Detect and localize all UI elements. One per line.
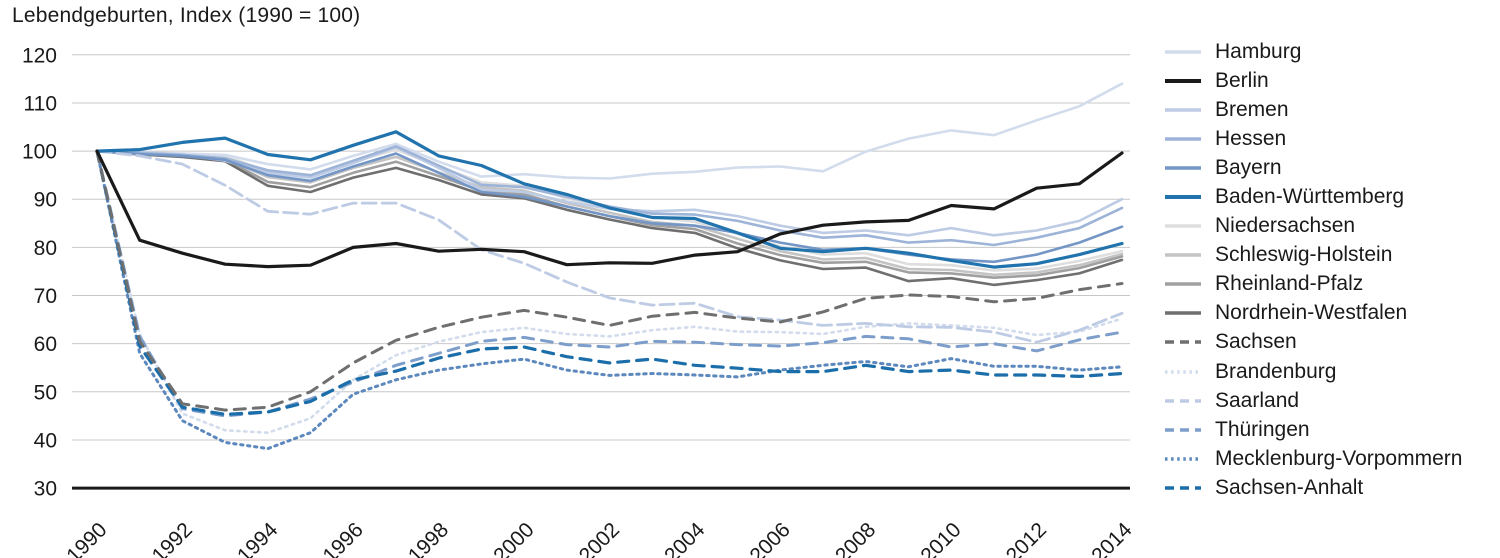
series-line-sachsen-anhalt bbox=[95, 149, 1124, 416]
legend-label: Nordrhein-Westfalen bbox=[1215, 301, 1408, 325]
series-line-nordrhein-westfalen bbox=[95, 149, 1124, 287]
legend-label: Rheinland-Pfalz bbox=[1215, 272, 1364, 296]
legend-item-bremen: Bremen bbox=[1164, 95, 1462, 124]
x-tick-label: 2000 bbox=[489, 518, 538, 558]
legend-swatch-niedersachsen bbox=[1165, 224, 1201, 228]
legend-swatch-hessen bbox=[1165, 137, 1201, 141]
legend-item-nordrhein-westfalen: Nordrhein-Westfalen bbox=[1164, 299, 1462, 328]
legend-label: Saarland bbox=[1215, 388, 1300, 412]
y-tick-label: 40 bbox=[34, 429, 57, 452]
legend-swatch-schleswig-holstein bbox=[1165, 253, 1201, 257]
y-tick-label: 110 bbox=[24, 92, 57, 115]
x-tick-label: 2010 bbox=[916, 518, 965, 558]
legend-swatch-hamburg bbox=[1165, 49, 1201, 54]
series-line-schleswig-holstein bbox=[95, 149, 1124, 277]
x-tick-label: 2002 bbox=[575, 518, 624, 558]
legend-item-saarland: Saarland bbox=[1164, 386, 1462, 415]
legend-item-schleswig-holstein: Schleswig-Holstein bbox=[1164, 241, 1462, 270]
x-tick-label: 1992 bbox=[148, 518, 197, 558]
legend-label: Berlin bbox=[1215, 68, 1269, 92]
legend-swatch-mecklenburg-vorpommern bbox=[1165, 457, 1201, 461]
legend-swatch-berlin bbox=[1165, 78, 1201, 83]
legend-item-sachsen-anhalt: Sachsen-Anhalt bbox=[1164, 473, 1462, 502]
legend-item-berlin: Berlin bbox=[1164, 66, 1462, 95]
legend-swatch-sachsen bbox=[1165, 340, 1201, 345]
x-tick-label: 2008 bbox=[831, 518, 880, 558]
y-tick-label: 90 bbox=[34, 189, 57, 212]
x-tick-label: 2004 bbox=[660, 518, 710, 558]
legend-label: Niedersachsen bbox=[1215, 214, 1356, 238]
legend-label: Mecklenburg-Vorpommern bbox=[1215, 446, 1463, 470]
chart-title: Lebendgeburten, Index (1990 = 100) bbox=[12, 4, 361, 27]
series-line-berlin bbox=[95, 149, 1124, 269]
series-line-baden-wurttemberg bbox=[95, 130, 1124, 269]
series-line-saarland bbox=[95, 149, 1124, 344]
legend-label: Thüringen bbox=[1215, 417, 1310, 441]
y-tick-label: 100 bbox=[22, 141, 57, 164]
legend-swatch-baden-wurttemberg bbox=[1165, 195, 1201, 200]
legend-item-thuringen: Thüringen bbox=[1164, 415, 1462, 444]
y-tick-label: 120 bbox=[22, 44, 57, 67]
series-line-sachsen bbox=[95, 149, 1124, 412]
series-line-brandenburg bbox=[95, 149, 1124, 435]
legend-label: Bayern bbox=[1215, 155, 1282, 179]
legend-swatch-sachsen-anhalt bbox=[1165, 486, 1201, 490]
legend-label: Hessen bbox=[1215, 126, 1287, 150]
y-tick-label: 50 bbox=[34, 381, 57, 404]
legend-swatch-saarland bbox=[1165, 398, 1201, 403]
series-line-mecklenburg-vorpommern bbox=[95, 149, 1124, 451]
legend-item-niedersachsen: Niedersachsen bbox=[1164, 212, 1462, 241]
legend-swatch-bayern bbox=[1165, 166, 1201, 170]
x-tick-label: 2012 bbox=[1002, 518, 1051, 558]
legend-swatch-rheinland-pfalz bbox=[1165, 282, 1201, 286]
legend-item-bayern: Bayern bbox=[1164, 153, 1462, 182]
legend-item-mecklenburg-vorpommern: Mecklenburg-Vorpommern bbox=[1164, 444, 1462, 473]
legend-label: Sachsen-Anhalt bbox=[1215, 475, 1364, 499]
y-tick-label: 80 bbox=[34, 237, 57, 260]
legend-swatch-nordrhein-westfalen bbox=[1165, 311, 1201, 316]
x-tick-label: 1994 bbox=[233, 518, 283, 558]
legend-item-hessen: Hessen bbox=[1164, 124, 1462, 153]
y-tick-label: 70 bbox=[34, 285, 57, 308]
legend-item-rheinland-pfalz: Rheinland-Pfalz bbox=[1164, 270, 1462, 299]
legend-item-brandenburg: Brandenburg bbox=[1164, 357, 1462, 386]
x-tick-label: 1996 bbox=[318, 518, 367, 558]
legend-label: Bremen bbox=[1215, 97, 1289, 121]
series-line-hamburg bbox=[95, 82, 1124, 180]
x-tick-label: 1990 bbox=[62, 518, 111, 558]
chart-legend: Hamburg Berlin Bremen Hessen Bayern Baden-Wür… bbox=[1164, 37, 1462, 503]
legend-label: Brandenburg bbox=[1215, 359, 1337, 383]
x-tick-label: 2014 bbox=[1087, 518, 1137, 558]
legend-label: Baden-Württemberg bbox=[1215, 185, 1405, 209]
legend-swatch-thuringen bbox=[1165, 428, 1201, 432]
legend-swatch-brandenburg bbox=[1165, 369, 1201, 374]
legend-item-hamburg: Hamburg bbox=[1164, 37, 1462, 66]
legend-item-baden-wurttemberg: Baden-Württemberg bbox=[1164, 182, 1462, 211]
legend-label: Schleswig-Holstein bbox=[1215, 243, 1393, 267]
y-tick-label: 30 bbox=[34, 478, 57, 501]
legend-label: Hamburg bbox=[1215, 39, 1302, 63]
y-tick-label: 60 bbox=[34, 333, 57, 356]
x-tick-label: 2006 bbox=[746, 518, 795, 558]
legend-swatch-bremen bbox=[1165, 108, 1201, 112]
x-tick-label: 1998 bbox=[404, 518, 453, 558]
legend-item-sachsen: Sachsen bbox=[1164, 328, 1462, 357]
legend-label: Sachsen bbox=[1215, 330, 1297, 354]
